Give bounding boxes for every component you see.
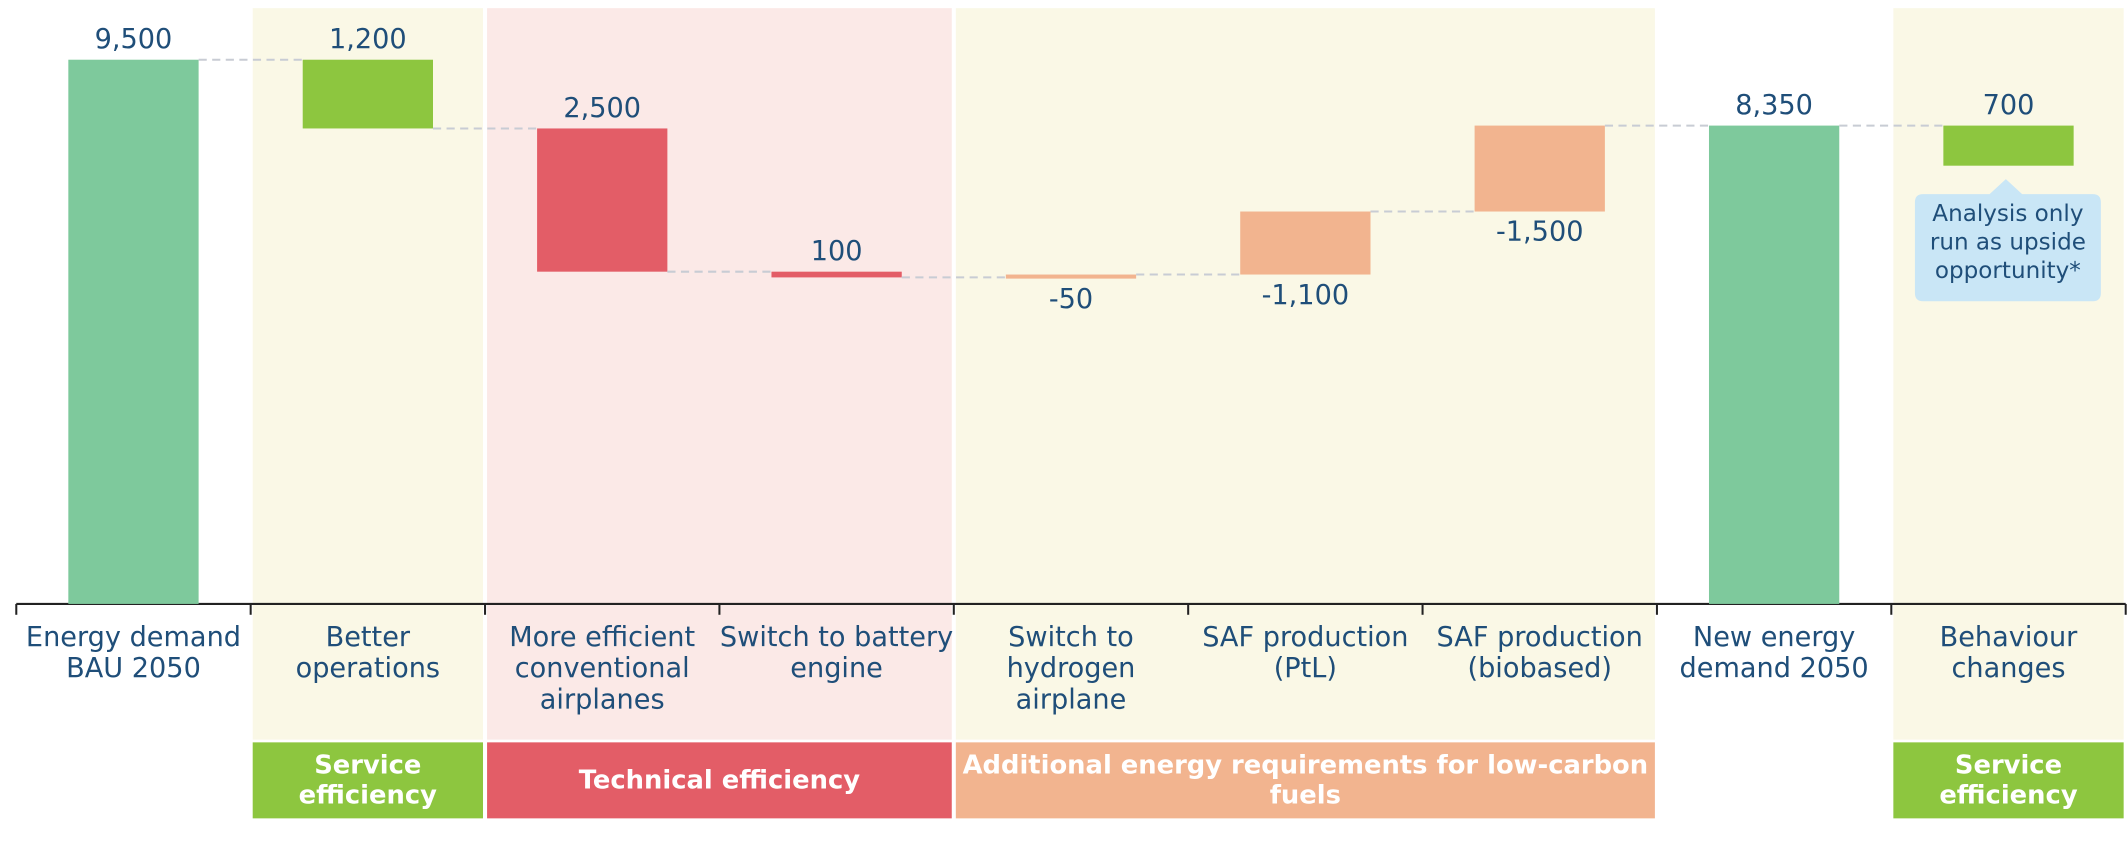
bar: [1708, 125, 1840, 604]
x-tick-label: Switch to battery engine: [719, 621, 954, 684]
value-label: -50: [1049, 284, 1093, 315]
x-tick-label-box: New energy demand 2050: [1679, 621, 1869, 684]
x-tick-label: More efficient conventional airplanes: [509, 621, 696, 716]
x-tick-label: SAF production (PtL): [1202, 621, 1409, 684]
bar: [771, 271, 902, 278]
value-label: 1,200: [329, 24, 407, 55]
group-label-box: Additional energy requirements for low-c…: [962, 750, 1649, 811]
group-label-box: Technical efficiency: [578, 765, 861, 796]
group-label-bg: [955, 742, 1655, 819]
group-label: Service efficiency: [298, 750, 437, 811]
value-label: 9,500: [95, 24, 173, 55]
x-tick-label-box: More efficient conventional airplanes: [509, 621, 696, 716]
bar: [537, 128, 668, 272]
x-tick-label-box: SAF production (biobased): [1436, 621, 1643, 684]
bar: [1943, 125, 2074, 166]
x-tick-label: SAF production (biobased): [1436, 621, 1643, 684]
x-tick-label: Better operations: [295, 621, 441, 684]
x-tick-label-box: SAF production (PtL): [1202, 621, 1409, 684]
bar: [302, 59, 433, 129]
group-label: Technical efficiency: [578, 765, 861, 796]
x-tick-label-box: Switch to battery engine: [719, 621, 954, 684]
value-label: 8,350: [1735, 90, 1813, 121]
group-label-bg: [487, 742, 952, 819]
x-tick-label-box: Energy demand BAU 2050: [25, 621, 242, 684]
bar: [1240, 211, 1371, 275]
x-tick-label-box: Switch to hydrogen airplane: [1006, 621, 1136, 716]
x-tick-label: Behaviour changes: [1939, 621, 2078, 684]
group-label: Service efficiency: [1939, 750, 2078, 811]
value-label: -1,100: [1262, 280, 1349, 311]
value-label: 700: [1983, 90, 2035, 121]
group-label: Additional energy requirements for low-c…: [962, 750, 1649, 811]
value-label: -1,500: [1496, 217, 1583, 248]
group-label-box: Service efficiency: [1939, 750, 2078, 811]
group-panel: [252, 8, 484, 740]
bar: [68, 59, 199, 604]
annotation: Analysis only run as upside opportunity*: [1929, 200, 2086, 285]
x-tick-label-box: Better operations: [295, 621, 441, 684]
bar: [1474, 125, 1605, 212]
group-label-bg: [1893, 742, 2124, 819]
callout-bg: [1914, 179, 2101, 302]
x-tick-label: Energy demand BAU 2050: [25, 621, 242, 684]
value-label: 2,500: [563, 93, 641, 124]
x-tick-label: Switch to hydrogen airplane: [1006, 621, 1136, 716]
group-label-box: Service efficiency: [298, 750, 437, 811]
bar: [1005, 274, 1137, 279]
x-tick-label-box: Behaviour changes: [1939, 621, 2078, 684]
annotation-box: Analysis only run as upside opportunity*: [1929, 200, 2086, 285]
group-label-bg: [252, 742, 484, 819]
x-tick-label: New energy demand 2050: [1679, 621, 1869, 684]
value-label: 100: [811, 236, 863, 267]
